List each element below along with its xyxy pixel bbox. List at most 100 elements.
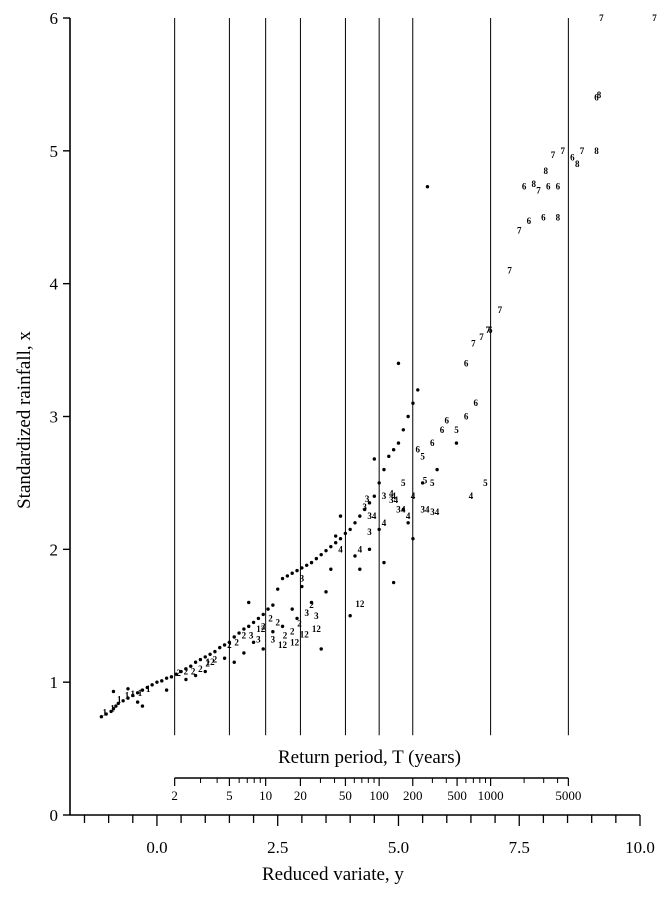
data-point-label: 8 xyxy=(531,179,536,189)
data-point xyxy=(396,361,401,366)
data-point xyxy=(329,567,333,571)
data-point xyxy=(174,672,178,676)
data-point-label: 4 xyxy=(469,491,474,501)
y-tick-label: 3 xyxy=(50,408,59,427)
data-point-label: 6 xyxy=(445,415,450,425)
data-point xyxy=(114,704,118,708)
data-point xyxy=(416,388,420,392)
data-point-label: 8 xyxy=(597,90,602,100)
data-point xyxy=(382,560,386,565)
data-point-label: 7 xyxy=(551,150,556,160)
return-period-tick-label: 5000 xyxy=(555,788,581,803)
data-point xyxy=(266,607,270,611)
return-period-tick-label: 100 xyxy=(369,788,389,803)
return-period-tick-label: 1000 xyxy=(478,788,504,803)
data-point-label: 6 xyxy=(594,93,599,103)
data-point xyxy=(319,552,323,557)
data-point-label: 8 xyxy=(556,212,561,222)
data-point xyxy=(242,627,246,631)
data-point-label: 7 xyxy=(536,186,541,196)
data-point xyxy=(367,547,372,552)
data-point-label: 4 xyxy=(382,518,387,528)
data-point-label: 8 xyxy=(594,146,599,156)
data-point xyxy=(290,571,294,575)
return-period-tick-label: 5 xyxy=(226,788,233,803)
data-point-label: 3 xyxy=(382,491,387,501)
data-point-label: 2 xyxy=(297,619,302,629)
return-period-axis: 2 5 10 20 50 100 200 500 1000 5000 xyxy=(171,777,581,803)
data-point xyxy=(295,616,299,621)
data-point xyxy=(391,580,396,585)
data-point-label: 1 xyxy=(103,708,108,718)
data-point-label: 8 xyxy=(575,159,580,169)
data-point xyxy=(401,507,406,512)
data-point xyxy=(251,640,256,645)
data-point xyxy=(271,603,275,607)
data-point-label: 4 xyxy=(389,489,394,499)
data-point xyxy=(135,691,140,695)
data-point-label: 5 xyxy=(420,451,425,461)
return-period-gridlines xyxy=(174,18,569,736)
data-point xyxy=(420,481,425,485)
data-point xyxy=(140,704,145,708)
data-point-label: 2 xyxy=(283,631,288,641)
data-point-label: 1 xyxy=(125,690,130,700)
data-point xyxy=(208,652,212,656)
data-point xyxy=(247,624,251,629)
y-tick-label: 5 xyxy=(50,142,59,161)
data-point-label: 3 xyxy=(300,574,305,584)
data-point xyxy=(406,521,410,525)
x-tick-label: 7.5 xyxy=(509,838,530,857)
y-tick-label: 4 xyxy=(50,275,59,294)
data-point-label: 12 xyxy=(278,640,288,650)
data-point xyxy=(256,616,261,621)
data-point-label: 5 xyxy=(423,475,428,485)
data-point-label: 1 xyxy=(117,694,122,704)
data-point xyxy=(155,680,159,684)
data-point xyxy=(401,428,406,432)
data-point xyxy=(367,501,372,505)
data-point-label: 12 xyxy=(290,637,300,647)
data-point xyxy=(111,707,116,711)
data-point-label: 2 xyxy=(309,600,314,610)
data-point-label: 5 xyxy=(401,478,406,488)
data-point xyxy=(184,677,188,682)
data-point xyxy=(126,696,130,700)
data-point-label: 7 xyxy=(580,146,585,156)
data-point-label: 6 xyxy=(474,398,479,408)
data-point xyxy=(169,675,174,679)
data-point xyxy=(179,669,183,674)
data-point xyxy=(353,521,357,525)
data-point xyxy=(203,669,207,674)
data-point xyxy=(251,620,256,625)
data-point xyxy=(232,635,236,639)
data-point xyxy=(285,574,290,578)
data-point xyxy=(406,414,410,419)
data-point-label: 7 xyxy=(652,13,657,23)
data-point-label: 7 xyxy=(486,325,491,335)
data-point-label: 3 xyxy=(396,504,401,514)
data-point-label: 1 xyxy=(146,684,151,694)
data-point xyxy=(150,683,154,687)
data-point xyxy=(358,514,362,518)
data-point xyxy=(329,544,333,549)
data-point xyxy=(247,600,251,605)
data-point xyxy=(319,647,323,651)
data-point xyxy=(111,689,116,694)
data-point xyxy=(396,441,401,445)
data-point-label: 34 xyxy=(430,507,440,517)
data-point-label: 4 xyxy=(411,491,416,501)
data-point xyxy=(309,600,314,605)
y-tick-label: 1 xyxy=(50,673,59,692)
data-point xyxy=(382,467,386,472)
y-tick-label: 6 xyxy=(50,9,59,28)
data-point-label: 3 xyxy=(314,611,319,621)
data-point xyxy=(358,567,362,571)
data-point xyxy=(261,612,265,617)
data-point-label: 6 xyxy=(488,325,493,335)
data-point-label: 4 xyxy=(406,511,411,521)
data-point xyxy=(126,687,130,691)
data-point xyxy=(353,554,357,558)
data-point-label: 2 xyxy=(261,621,266,631)
